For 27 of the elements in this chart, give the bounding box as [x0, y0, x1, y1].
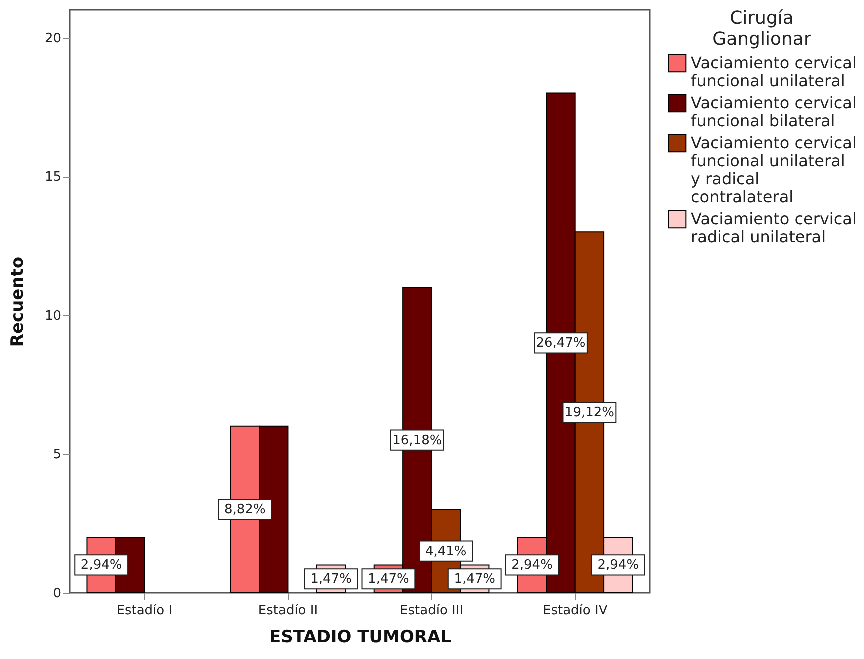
annotation: 1,47% — [454, 572, 496, 588]
y-tick-label: 15 — [44, 170, 62, 186]
x-tick-label: Estadío I — [116, 604, 173, 618]
annotation: 1,47% — [368, 572, 410, 588]
x-axis-title: ESTADIO TUMORAL — [270, 628, 452, 648]
annotation: 26,47% — [536, 336, 586, 352]
legend-label: Vaciamiento cervical funcional unilateral y radical contralateral — [691, 134, 857, 206]
annotation: 1,47% — [310, 572, 352, 588]
y-tick-label: 10 — [44, 308, 62, 324]
x-tick-label: Estadío IV — [542, 604, 608, 618]
y-axis-title: Recuento — [8, 256, 28, 348]
y-tick-label: 5 — [53, 448, 62, 463]
legend-label: Vaciamiento cervical radical unilateral — [691, 210, 857, 246]
annotation: 19,12% — [564, 406, 614, 421]
annotation: 8,82% — [224, 502, 266, 518]
legend-label: Vaciamiento cervical funcional unilateral — [691, 54, 857, 90]
annotation: 2,94% — [80, 558, 122, 574]
annotation: 4,41% — [425, 544, 467, 560]
x-tick-label: Estadío III — [400, 604, 464, 618]
legend-title: Cirugía Ganglionar — [712, 8, 812, 50]
y-tick-label: 0 — [53, 586, 62, 602]
x-tick-label: Estadío II — [258, 604, 318, 618]
legend-label: Vaciamiento cervical funcional bilateral — [691, 94, 857, 130]
annotation: 16,18% — [392, 433, 442, 448]
y-tick-label: 20 — [44, 31, 62, 46]
annotation: 2,94% — [598, 558, 640, 574]
annotation: 2,94% — [512, 558, 553, 574]
